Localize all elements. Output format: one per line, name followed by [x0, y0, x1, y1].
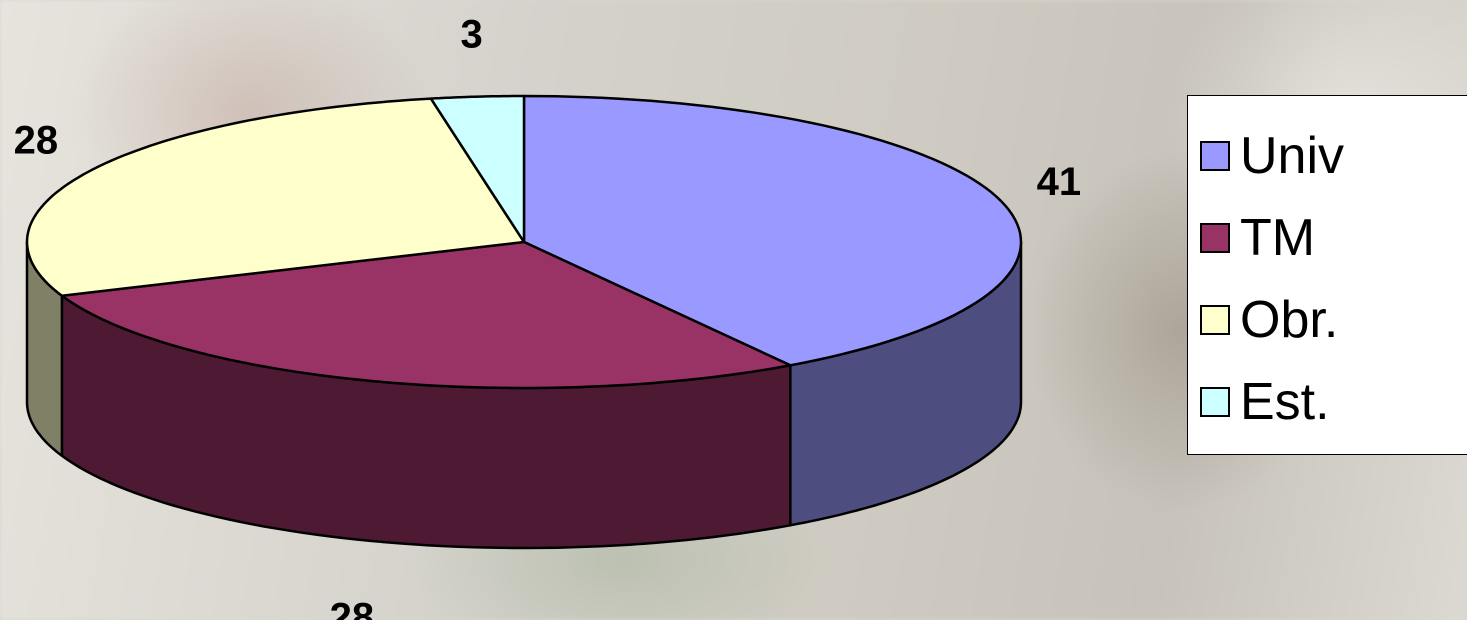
- data-label-obr: 28: [14, 118, 59, 162]
- data-label-tm: 28: [330, 595, 375, 620]
- legend-swatch-univ: [1200, 141, 1230, 171]
- pie-slice-tm: [60, 240, 792, 390]
- pie-slice-univ: [522, 94, 1023, 367]
- data-label-univ: 41: [1037, 160, 1082, 204]
- legend-swatch-est: [1200, 387, 1230, 417]
- legend-swatch-obr: [1200, 305, 1230, 335]
- legend-swatch-tm: [1200, 223, 1230, 253]
- legend-item-tm: TM: [1200, 208, 1315, 268]
- legend-label-univ: Univ: [1240, 127, 1345, 185]
- legend-label-est: Est.: [1240, 373, 1330, 431]
- chart-legend: Univ TM Obr. Est.: [1187, 95, 1467, 455]
- legend-label-obr: Obr.: [1240, 291, 1339, 349]
- pie-slice-est: [429, 94, 526, 244]
- data-label-est: 3: [460, 12, 482, 56]
- legend-label-tm: TM: [1240, 209, 1316, 267]
- pie-slice-obr: [25, 97, 526, 297]
- legend-item-univ: Univ: [1200, 126, 1344, 186]
- legend-item-obr: Obr.: [1200, 290, 1338, 350]
- legend-item-est: Est.: [1200, 372, 1330, 432]
